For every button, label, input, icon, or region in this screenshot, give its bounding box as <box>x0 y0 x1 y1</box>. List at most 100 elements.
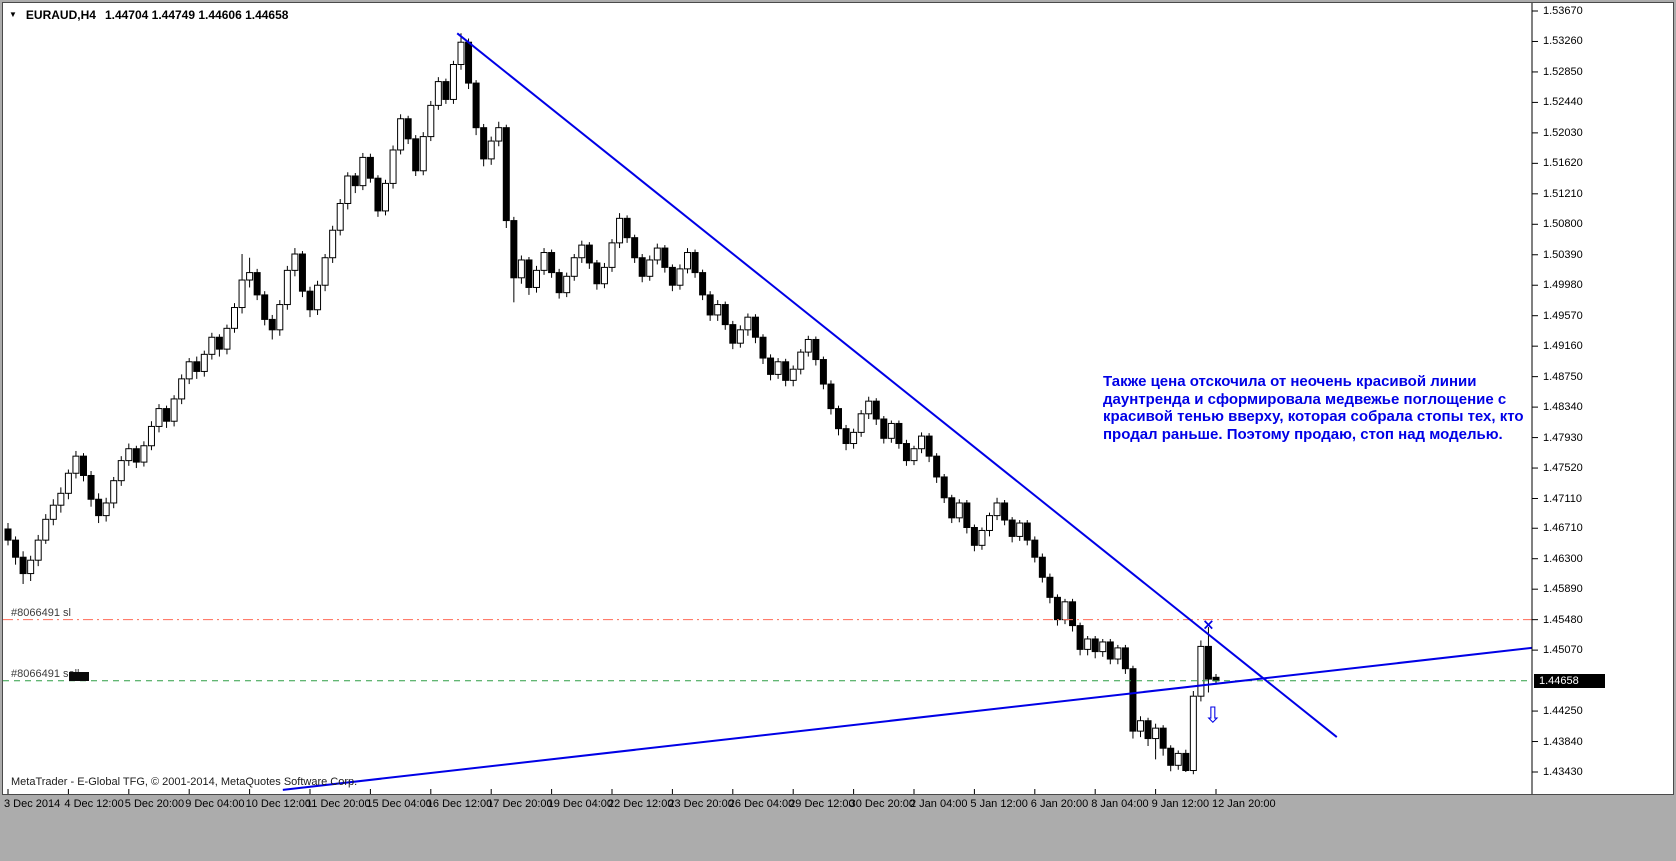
candle <box>661 245 669 273</box>
candle <box>548 249 556 278</box>
candle <box>306 286 314 318</box>
candle <box>434 77 442 110</box>
candle <box>215 334 223 357</box>
candle <box>631 234 639 263</box>
candle <box>804 335 812 357</box>
price-axis-label: 1.44250 <box>1543 705 1583 718</box>
order-marker-box[interactable] <box>69 671 89 681</box>
candle <box>857 410 865 437</box>
candle <box>623 215 631 243</box>
price-axis-label: 1.48340 <box>1543 401 1583 414</box>
price-axis-label: 1.53260 <box>1543 35 1583 48</box>
time-axis-label: 12 Jan 20:00 <box>1212 798 1276 810</box>
current-price-value: 1.44658 <box>1539 674 1579 687</box>
down-arrow-icon: ⇩ <box>1204 703 1222 728</box>
candle <box>835 405 842 436</box>
candle <box>1152 723 1160 760</box>
candle <box>699 269 707 301</box>
candle <box>276 300 284 336</box>
symbol-marker-icon: ▼ <box>9 10 17 19</box>
candle <box>653 243 661 265</box>
candle <box>812 336 820 366</box>
time-axis-label: 23 Dec 20:00 <box>668 798 734 810</box>
candle <box>140 441 148 467</box>
candle <box>80 453 87 482</box>
candle <box>208 332 216 360</box>
candle <box>336 199 344 236</box>
copyright-text: MetaTrader - E-Global TFG, © 2001-2014, … <box>11 776 358 788</box>
candle <box>27 555 35 582</box>
candle <box>1114 644 1122 665</box>
time-axis[interactable]: 3 Dec 2014 4 Dec 12:00 5 Dec 20:00 9 Dec 04… <box>3 797 1673 812</box>
price-axis-label: 1.48750 <box>1543 370 1583 383</box>
price-axis-label: 1.50800 <box>1543 218 1583 231</box>
candle <box>495 121 503 147</box>
candle <box>42 514 50 544</box>
time-axis-label: 8 Jan 04:00 <box>1091 798 1149 810</box>
candle <box>283 265 291 310</box>
candle <box>684 248 691 274</box>
time-axis-label: 11 Dec 20:00 <box>306 798 371 810</box>
candle <box>570 254 578 281</box>
chart-area[interactable]: × ⇩ ▼ EURAUD,H4 1.44704 1.44749 1.44606 1… <box>2 2 1674 795</box>
candle <box>442 78 450 104</box>
candle <box>736 325 744 348</box>
candle <box>706 291 714 321</box>
candle <box>155 404 163 433</box>
candle <box>49 499 57 526</box>
candle <box>351 173 359 194</box>
candle <box>819 356 827 390</box>
time-axis-label: 5 Dec 20:00 <box>124 798 185 810</box>
candle <box>563 272 571 298</box>
candle <box>1099 638 1107 657</box>
candle <box>1159 725 1167 756</box>
candle <box>850 428 858 449</box>
candle <box>963 500 971 534</box>
stop-loss-line-label[interactable]: #8066491 sl <box>11 606 71 619</box>
candle <box>593 259 601 290</box>
price-axis-label: 1.46300 <box>1543 552 1583 565</box>
price-axis-label: 1.43840 <box>1543 735 1583 748</box>
candle <box>1076 622 1084 656</box>
candle <box>721 301 729 330</box>
price-axis-label: 1.45890 <box>1543 583 1583 596</box>
candle <box>397 114 405 155</box>
candle <box>427 100 435 142</box>
candle <box>714 300 722 321</box>
candle <box>163 405 171 428</box>
price-axis-label: 1.49570 <box>1543 309 1583 322</box>
uptrend-line[interactable] <box>282 646 1532 791</box>
time-axis-label: 10 Dec 12:00 <box>245 798 312 810</box>
candle <box>925 433 933 463</box>
price-axis-label: 1.50390 <box>1543 248 1583 261</box>
candle <box>359 152 367 191</box>
candle <box>1189 690 1197 775</box>
candle <box>147 421 155 451</box>
price-axis-label: 1.53670 <box>1543 5 1583 17</box>
candle <box>578 240 586 263</box>
candle <box>676 264 684 290</box>
candle <box>170 395 178 427</box>
candle <box>19 551 27 584</box>
candle <box>865 396 873 419</box>
price-axis-label: 1.47110 <box>1543 492 1582 505</box>
candle <box>404 115 412 145</box>
time-axis-label: 16 Dec 12:00 <box>426 798 493 810</box>
candle <box>1129 665 1137 739</box>
candle <box>638 254 646 283</box>
candle <box>487 136 495 165</box>
candle <box>767 354 775 381</box>
candle <box>298 251 306 298</box>
candle <box>933 453 941 483</box>
ohlc-readout: 1.44704 1.44749 1.44606 1.44658 <box>104 8 289 22</box>
candle <box>329 225 337 263</box>
downtrend-line[interactable] <box>456 32 1338 738</box>
candle <box>382 179 389 216</box>
chart-canvas[interactable]: ×⇩ <box>3 3 1673 794</box>
candle <box>110 476 118 509</box>
trade-note-text[interactable]: Также цена отскочила от неочень красивой… <box>1103 373 1524 443</box>
candle <box>774 358 782 379</box>
candle <box>1182 749 1190 772</box>
sell-order-line-label[interactable]: #8066491 sell <box>11 667 80 680</box>
